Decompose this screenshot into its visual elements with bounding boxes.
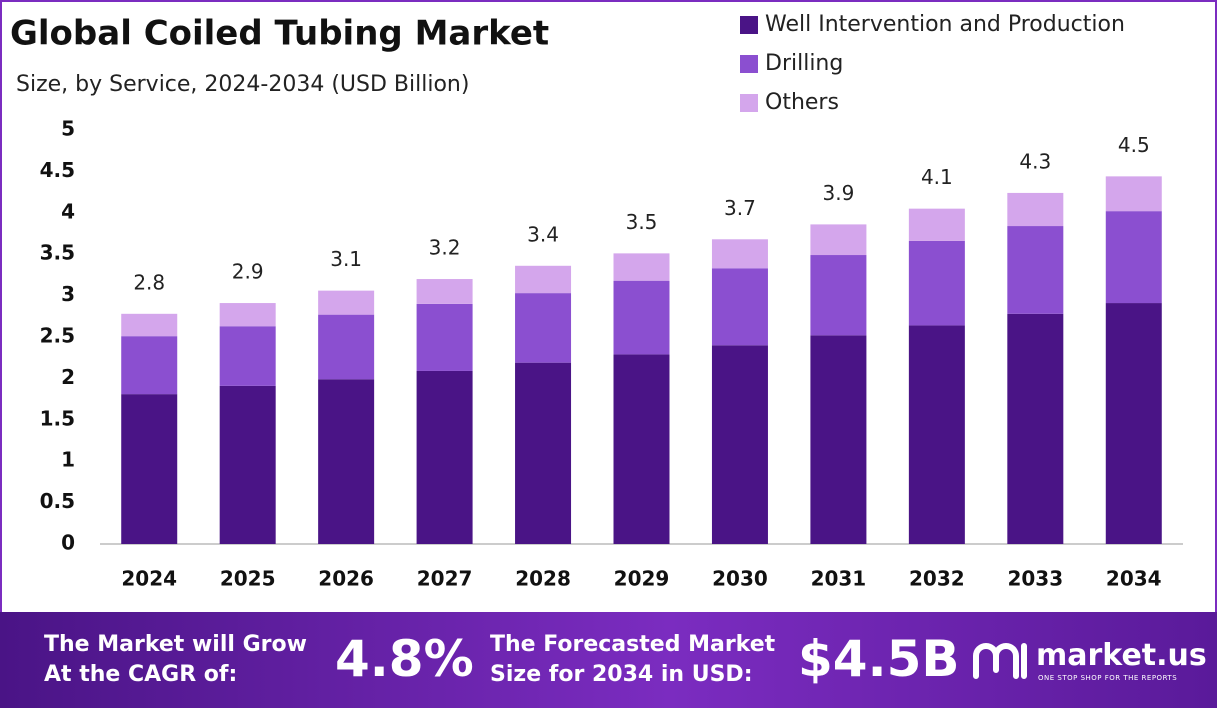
bar-segment xyxy=(613,280,670,355)
bar-segment xyxy=(810,335,867,544)
forecast-label: The Forecasted Market Size for 2034 in US… xyxy=(490,630,775,690)
total-label: 4.5 xyxy=(1118,133,1150,157)
total-label: 3.7 xyxy=(724,196,756,220)
total-label: 3.9 xyxy=(823,181,855,205)
bar-segment xyxy=(515,265,572,294)
bar-segment xyxy=(711,239,768,269)
text: The Market will Grow xyxy=(44,632,307,657)
total-label: 2.8 xyxy=(133,270,165,294)
bar-segment xyxy=(1105,303,1162,544)
bar-segment xyxy=(515,362,572,544)
y-tick-label: 5 xyxy=(61,117,75,141)
x-tick-label: 2030 xyxy=(712,567,768,591)
legend-label: Others xyxy=(765,90,839,115)
y-tick-label: 3 xyxy=(61,282,75,306)
text: The Forecasted Market xyxy=(490,632,776,657)
y-tick-label: 2.5 xyxy=(40,324,75,348)
x-tick-label: 2033 xyxy=(1007,567,1063,591)
bar-segment xyxy=(515,293,572,363)
y-tick-label: 3.5 xyxy=(40,241,75,265)
bar-segment xyxy=(416,303,473,371)
bar-segment xyxy=(1105,211,1162,304)
cagr-value: 4.8% xyxy=(335,630,474,688)
bar-segment xyxy=(908,240,965,326)
legend-label: Drilling xyxy=(765,51,843,76)
y-tick-label: 4.5 xyxy=(40,158,75,182)
bar-segment xyxy=(1007,192,1064,227)
total-label: 3.5 xyxy=(626,210,658,234)
chart: Global Coiled Tubing Market Size, by Ser… xyxy=(0,0,1217,612)
bar-segment xyxy=(711,268,768,346)
bar-segment xyxy=(219,385,276,544)
total-label: 2.9 xyxy=(232,260,264,284)
y-tick-label: 1.5 xyxy=(40,406,75,430)
legend-swatch xyxy=(740,55,758,73)
bar-segment xyxy=(318,379,375,544)
x-tick-label: 2027 xyxy=(417,567,473,591)
bar-segment xyxy=(908,208,965,241)
bar-segment xyxy=(121,313,178,337)
bar-segment xyxy=(810,255,867,336)
x-tick-label: 2028 xyxy=(515,567,571,591)
footer-banner: The Market will Grow At the CAGR of: 4.8%… xyxy=(0,612,1217,708)
x-tick-label: 2029 xyxy=(614,567,670,591)
text: Size for 2034 in USD: xyxy=(490,662,753,687)
bar-segment xyxy=(318,290,375,315)
bar-segment xyxy=(416,279,473,304)
total-label: 3.2 xyxy=(429,236,461,260)
total-label: 4.3 xyxy=(1019,149,1051,173)
legend-swatch xyxy=(740,16,758,34)
x-tick-label: 2032 xyxy=(909,567,965,591)
bar-segment xyxy=(121,394,178,544)
logo-icon xyxy=(973,643,1027,679)
legend-label: Well Intervention and Production xyxy=(765,12,1125,37)
x-tick-label: 2031 xyxy=(811,567,867,591)
chart-title: Global Coiled Tubing Market xyxy=(10,14,549,54)
x-tick-label: 2024 xyxy=(121,567,177,591)
bar-segment xyxy=(219,303,276,327)
y-tick-label: 2 xyxy=(61,365,75,389)
bar-segment xyxy=(711,345,768,544)
chart-subtitle: Size, by Service, 2024-2034 (USD Billion… xyxy=(16,72,469,97)
forecast-value: $4.5B xyxy=(798,630,960,688)
y-tick-label: 0 xyxy=(61,531,75,555)
text: At the CAGR of: xyxy=(44,662,238,687)
tagline: ONE STOP SHOP FOR THE REPORTS xyxy=(1038,674,1178,682)
bar-segment xyxy=(318,314,375,380)
bar-segment xyxy=(219,326,276,386)
y-tick-label: 4 xyxy=(61,199,75,223)
legend-swatch xyxy=(740,94,758,112)
bar-segment xyxy=(908,325,965,544)
y-tick-label: 1 xyxy=(61,448,75,472)
frame xyxy=(0,0,1217,612)
bar-segment xyxy=(1007,226,1064,314)
cagr-label: The Market will Grow At the CAGR of: xyxy=(44,630,307,690)
total-label: 4.1 xyxy=(921,165,953,189)
bar-segment xyxy=(613,253,670,281)
x-tick-label: 2034 xyxy=(1106,567,1162,591)
total-label: 3.4 xyxy=(527,222,559,246)
bar-segment xyxy=(1007,313,1064,544)
x-tick-label: 2026 xyxy=(318,567,374,591)
bar-segment xyxy=(1105,176,1162,212)
bar-segment xyxy=(416,370,473,544)
brand: market.us xyxy=(1036,638,1207,673)
total-label: 3.1 xyxy=(330,247,362,271)
x-tick-label: 2025 xyxy=(220,567,276,591)
bar-segment xyxy=(810,224,867,256)
bar-segment xyxy=(121,336,178,395)
bar-segment xyxy=(613,354,670,544)
y-tick-label: 0.5 xyxy=(40,489,75,513)
